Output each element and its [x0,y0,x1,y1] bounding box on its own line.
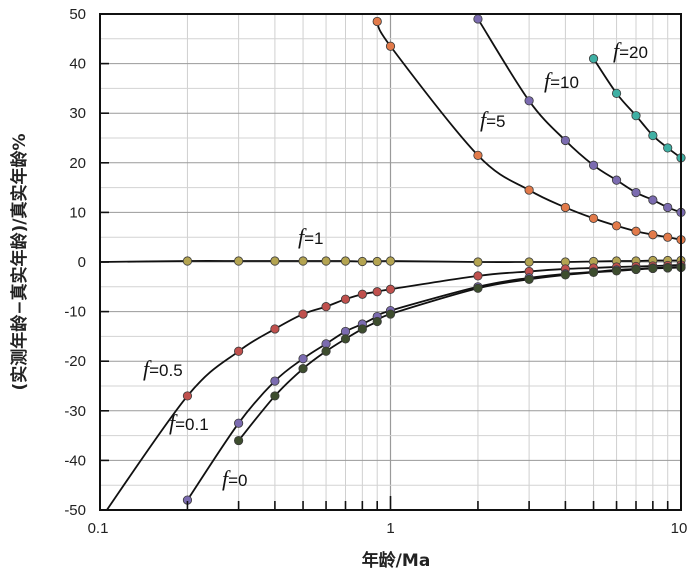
data-point [588,213,599,223]
data-point [611,88,622,98]
data-point [631,264,641,275]
data-point [270,324,280,334]
x-tick-label: 1 [386,520,394,537]
data-point [234,256,244,266]
data-point [524,185,534,195]
data-point [648,263,658,274]
data-point [648,130,658,141]
data-point [648,230,658,240]
y-axis-title: (实测年龄−真实年龄)/真实年龄% [9,133,30,390]
data-point [663,202,673,213]
data-point [663,263,673,273]
curve-label: f=1 [298,224,324,249]
data-point [270,391,280,401]
data-point [234,418,244,428]
plot-frame [99,13,682,511]
series-line [477,18,681,214]
y-tick-label: 10 [69,204,86,221]
data-point [524,274,534,284]
data-point [631,111,641,121]
data-point [611,266,622,276]
data-point [588,267,599,278]
data-point [340,294,351,304]
data-point [298,309,308,319]
data-point [560,270,570,280]
data-point [560,135,570,146]
data-point [321,302,331,312]
y-tick-label: 20 [69,155,86,172]
data-point [385,284,396,294]
data-point [340,334,351,344]
data-point [182,391,193,401]
y-tick-label: -20 [64,353,86,370]
data-point [524,257,534,267]
y-tick-label: 40 [69,56,86,73]
data-point [473,14,483,24]
curve-label: f=0.1 [169,410,209,435]
curve-labels: f=20 f=10 f=5 f=1 f=0.5 f=0.1 f=0 [143,38,648,491]
data-point [473,150,483,160]
data-point [372,316,382,327]
data-point [631,226,641,236]
y-tick-label: -50 [64,502,86,519]
data-point [357,289,367,299]
data-point [372,16,382,27]
data-point [298,354,308,364]
data-point [663,232,673,242]
x-axis-title: 年龄/Ma [362,550,431,571]
series-line [237,266,681,442]
y-tick-label: -40 [64,452,86,469]
data-point [473,283,483,293]
y-tick-label: -10 [64,304,86,321]
data-point [473,257,483,267]
data-point [473,271,483,281]
y-tick-label: 0 [78,254,86,271]
data-point [234,435,244,446]
data-point [321,346,331,356]
data-point [270,376,280,386]
points [182,14,686,505]
data-point [298,364,308,374]
tick-labels: -50 -40 -30 -20 -10 0 10 20 30 40 50 0.1 1 10 [64,6,687,537]
y-tick-label: 30 [69,105,86,122]
data-point [357,256,367,267]
data-point [372,256,382,267]
data-point [298,256,308,266]
data-point [234,346,244,356]
series-line [186,266,681,501]
y-tick-label: 50 [69,6,86,23]
data-point [663,143,673,153]
y-tick-label: -30 [64,403,86,420]
data-point [340,256,351,266]
data-point [270,256,280,266]
data-point [631,187,641,198]
data-point [385,256,396,266]
data-point [648,195,658,205]
curve-label: f=0 [222,466,248,491]
data-point [321,256,331,266]
data-point [524,96,534,106]
curve-label: f=0.5 [143,356,183,381]
x-tick-label: 10 [671,520,688,537]
data-point [357,324,367,334]
data-point [611,221,622,231]
data-point [588,160,599,170]
data-point [385,41,396,51]
curve-label: f=5 [480,107,506,132]
curve-label: f=20 [613,38,648,63]
x-tick-label: 0.1 [88,520,109,537]
data-point [372,287,382,297]
curve-label: f=10 [544,68,579,93]
data-point [385,309,396,319]
data-point [611,175,622,185]
data-point [182,256,193,266]
data-point [560,202,570,213]
data-point [588,54,599,64]
